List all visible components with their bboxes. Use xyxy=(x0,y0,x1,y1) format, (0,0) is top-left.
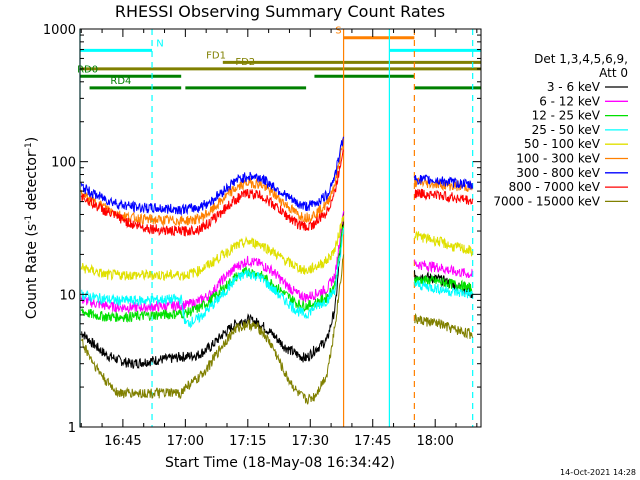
x-tick-label: 16:45 xyxy=(104,434,141,449)
x-tick-label: 17:00 xyxy=(167,434,204,449)
x-tick-label: 17:30 xyxy=(292,434,329,449)
series-line xyxy=(414,174,473,190)
series-group xyxy=(80,135,473,405)
legend-label: 100 - 300 keV xyxy=(516,152,600,166)
y-tick-label: 100 xyxy=(51,156,76,171)
series-line xyxy=(414,230,473,257)
y-label-tail: detector xyxy=(24,151,40,215)
series-line xyxy=(80,254,345,405)
footer-date: 14-Oct-2021 14:28 xyxy=(560,468,636,477)
legend-label: 300 - 800 keV xyxy=(516,166,600,180)
series-line xyxy=(80,225,345,323)
legend-label: 7000 - 15000 keV xyxy=(493,194,600,208)
legend-label: 12 - 25 keV xyxy=(532,109,601,123)
x-tick-label: 18:00 xyxy=(416,434,453,449)
plot-frame xyxy=(79,28,482,428)
legend-label: 25 - 50 keV xyxy=(532,123,601,137)
state-bar-label: N xyxy=(156,38,163,49)
state-bar-label: S xyxy=(335,26,341,37)
series-line xyxy=(414,312,473,340)
legend-label: 6 - 12 keV xyxy=(539,94,601,108)
y-tick-label: 10 xyxy=(59,288,76,303)
y-tick-label: 1000 xyxy=(43,23,76,38)
y-tick-label: 1 xyxy=(68,421,76,436)
y-label-sup2: -1 xyxy=(24,142,34,151)
x-tick-label: 17:15 xyxy=(229,434,266,449)
y-label-close: ) xyxy=(24,137,40,142)
series-line xyxy=(80,210,345,314)
y-axis-label: Count Rate (s-1 detector-1) xyxy=(24,137,40,319)
state-bars: N S FD1 FD2 RD0 RD4 xyxy=(77,26,481,90)
chart-title: RHESSI Observing Summary Count Rates xyxy=(115,2,445,21)
series-line xyxy=(81,227,345,329)
series-line xyxy=(80,135,345,228)
x-axis-label: Start Time (18-May-08 16:34:42) xyxy=(165,455,395,471)
legend-header-line2: Att 0 xyxy=(599,66,628,80)
y-label-sup: -1 xyxy=(24,215,34,224)
legend-header-line1: Det 1,3,4,5,6,9, xyxy=(534,52,628,66)
legend-label: 3 - 6 keV xyxy=(547,80,601,94)
x-axis: 16:45 17:00 17:15 17:30 17:45 18:00 xyxy=(80,29,478,449)
x-tick-label: 17:45 xyxy=(354,434,391,449)
state-bar-label: RD0 xyxy=(77,64,98,75)
series-line xyxy=(414,259,473,279)
series-line xyxy=(81,211,345,370)
series-line xyxy=(414,280,473,299)
legend-label: 50 - 100 keV xyxy=(524,137,601,151)
y-label-main: Count Rate (s xyxy=(24,224,40,319)
legend-label: 800 - 7000 keV xyxy=(509,180,601,194)
series-line xyxy=(80,215,345,282)
state-bar-label: FD1 xyxy=(206,50,226,61)
series-line xyxy=(80,136,345,217)
series-line xyxy=(80,148,345,237)
y-axis: 1 10 100 1000 xyxy=(43,23,481,436)
series-line xyxy=(414,188,473,205)
state-bar-label: RD4 xyxy=(110,76,131,87)
state-bar-label: FD2 xyxy=(235,57,255,68)
